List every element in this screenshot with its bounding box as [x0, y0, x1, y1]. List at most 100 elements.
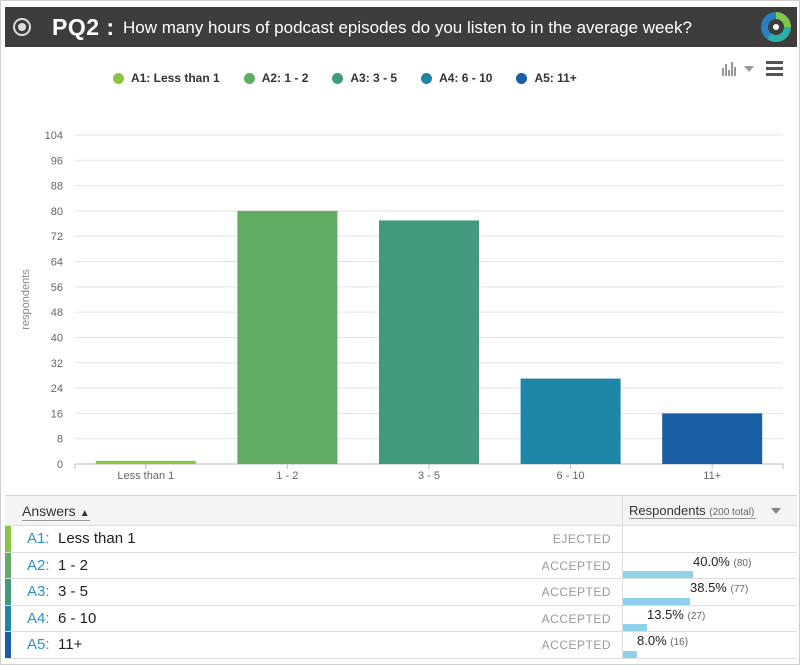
status-badge[interactable]: EJECTED [552, 532, 611, 546]
percent-text: 40.0% [693, 553, 730, 569]
table-row[interactable]: A5: 11+ ACCEPTED 8.0% (16) [5, 632, 797, 659]
chevron-down-icon[interactable] [744, 65, 754, 72]
legend-label: A4: 6 - 10 [439, 71, 493, 85]
y-tick-label: 56 [51, 282, 63, 294]
answer-color-strip [5, 579, 11, 605]
status-badge[interactable]: ACCEPTED [541, 638, 611, 652]
legend-swatch [243, 72, 255, 84]
y-tick-label: 96 [51, 155, 63, 167]
respondent-count: (77) [730, 584, 749, 595]
radio-icon[interactable] [13, 18, 31, 36]
respondents-cell: 38.5% (77) [622, 579, 797, 605]
legend-item[interactable]: A2: 1 - 2 [243, 71, 309, 85]
answers-column-header[interactable]: Answers ▲ [22, 503, 90, 521]
percent-value: 40.0% (80) [693, 554, 751, 569]
table-row[interactable]: A4: 6 - 10 ACCEPTED 13.5% (27) [5, 605, 797, 632]
y-tick-label: 8 [57, 434, 63, 446]
y-tick-label: 48 [51, 307, 63, 319]
status-badge[interactable]: ACCEPTED [541, 585, 611, 599]
y-tick-label: 104 [45, 130, 63, 142]
percent-bar [623, 624, 647, 631]
legend-item[interactable]: A4: 6 - 10 [421, 71, 492, 85]
percent-value: 8.0% (16) [637, 633, 688, 648]
x-tick-label: 6 - 10 [557, 470, 585, 482]
answer-code: A5: [27, 636, 50, 653]
y-tick-label: 64 [51, 257, 63, 269]
x-tick-label: 3 - 5 [418, 470, 440, 482]
answer-label: Less than 1 [58, 530, 136, 547]
bar [662, 413, 763, 464]
bar-chart: 0 8 16 24 32 40 48 56 64 72 80 88 96 104 respondents Le… [20, 130, 784, 482]
status-badge[interactable]: ACCEPTED [541, 611, 611, 626]
menu-icon[interactable] [766, 61, 783, 76]
answer-color-strip [5, 605, 11, 631]
percent-bar [623, 650, 637, 658]
y-tick-label: 88 [51, 181, 63, 193]
answers-table: Answers ▲ Respondents (200 total) A1: Less… [5, 495, 797, 662]
question-id: PQ2 : [52, 14, 115, 40]
percent-text: 13.5% [647, 606, 684, 622]
bar [520, 378, 621, 464]
percent-bar [623, 597, 690, 605]
legend-swatch [516, 72, 528, 84]
question-text: How many hours of podcast episodes do yo… [123, 18, 692, 37]
legend-label: A3: 3 - 5 [350, 71, 398, 85]
bar [95, 460, 196, 464]
respondents-column-header[interactable]: Respondents (200 total) [629, 503, 757, 519]
column-divider [622, 496, 623, 526]
x-tick-label: 1 - 2 [276, 470, 298, 482]
legend-swatch [113, 72, 124, 84]
chart-legend: A1: Less than 1 A2: 1 - 2 A3: 3 - 5 A4: 6 -… [113, 71, 601, 85]
legend-label: A1: Less than 1 [131, 71, 220, 85]
answer-label: 3 - 5 [58, 583, 89, 600]
logo-icon [761, 12, 791, 42]
respondents-header-label: Respondents [629, 503, 706, 518]
answer-color-strip [5, 552, 11, 578]
respondents-cell: 8.0% (16) [622, 632, 797, 658]
chart-tools [722, 61, 783, 76]
x-tick-label: Less than 1 [117, 470, 174, 482]
respondent-count: (80) [733, 557, 752, 569]
chart-area: 0 8 16 24 32 40 48 56 64 72 80 88 96 104 respondents Le… [5, 51, 797, 491]
respondents-cell: 40.0% (80) [622, 552, 797, 578]
table-row[interactable]: A2: 1 - 2 ACCEPTED 40.0% (80) [5, 552, 797, 579]
percent-value: 13.5% (27) [647, 607, 705, 622]
respondent-count: (27) [687, 610, 706, 622]
y-tick-label: 24 [51, 383, 63, 395]
answer-label: 1 - 2 [58, 556, 89, 574]
answer-label: 11+ [58, 636, 83, 653]
y-axis-label: respondents [20, 269, 32, 330]
legend-item[interactable]: A3: 3 - 5 [332, 71, 397, 85]
x-tick-label: 11+ [703, 470, 721, 482]
percent-text: 38.5% [690, 580, 727, 595]
legend-item[interactable]: A1: Less than 1 [113, 71, 220, 85]
percent-text: 8.0% [637, 633, 667, 648]
legend-swatch [421, 72, 433, 84]
y-tick-label: 40 [51, 332, 63, 344]
status-badge[interactable]: ACCEPTED [541, 558, 611, 573]
table-body: A1: Less than 1 EJECTED A2: 1 - 2 ACCEPTED 40.… [5, 526, 797, 659]
legend-item[interactable]: A5: 11+ [516, 71, 577, 85]
respondents-total: (200 total) [709, 507, 755, 518]
percent-value: 38.5% (77) [690, 580, 748, 595]
legend-label: A2: 1 - 2 [261, 71, 309, 85]
y-tick-label: 0 [57, 459, 63, 471]
sort-ascending-icon: ▲ [79, 508, 90, 519]
respondents-cell: 13.5% (27) [622, 605, 797, 631]
table-row[interactable]: A1: Less than 1 EJECTED [5, 526, 797, 553]
answer-code: A1: [27, 530, 50, 547]
y-tick-label: 72 [51, 231, 63, 243]
respondent-count: (16) [670, 637, 689, 648]
y-tick-label: 80 [51, 206, 63, 218]
chevron-down-icon[interactable] [771, 508, 781, 514]
percent-bar [623, 571, 693, 578]
bar [379, 220, 479, 464]
bar-chart-icon[interactable] [722, 61, 736, 76]
bar [237, 210, 338, 464]
y-tick-label: 16 [51, 408, 63, 420]
table-row[interactable]: A3: 3 - 5 ACCEPTED 38.5% (77) [5, 579, 797, 606]
answer-code: A2: [27, 556, 50, 574]
legend-swatch [332, 72, 344, 84]
answer-color-strip [5, 632, 11, 658]
answers-header-label: Answers [22, 503, 76, 519]
